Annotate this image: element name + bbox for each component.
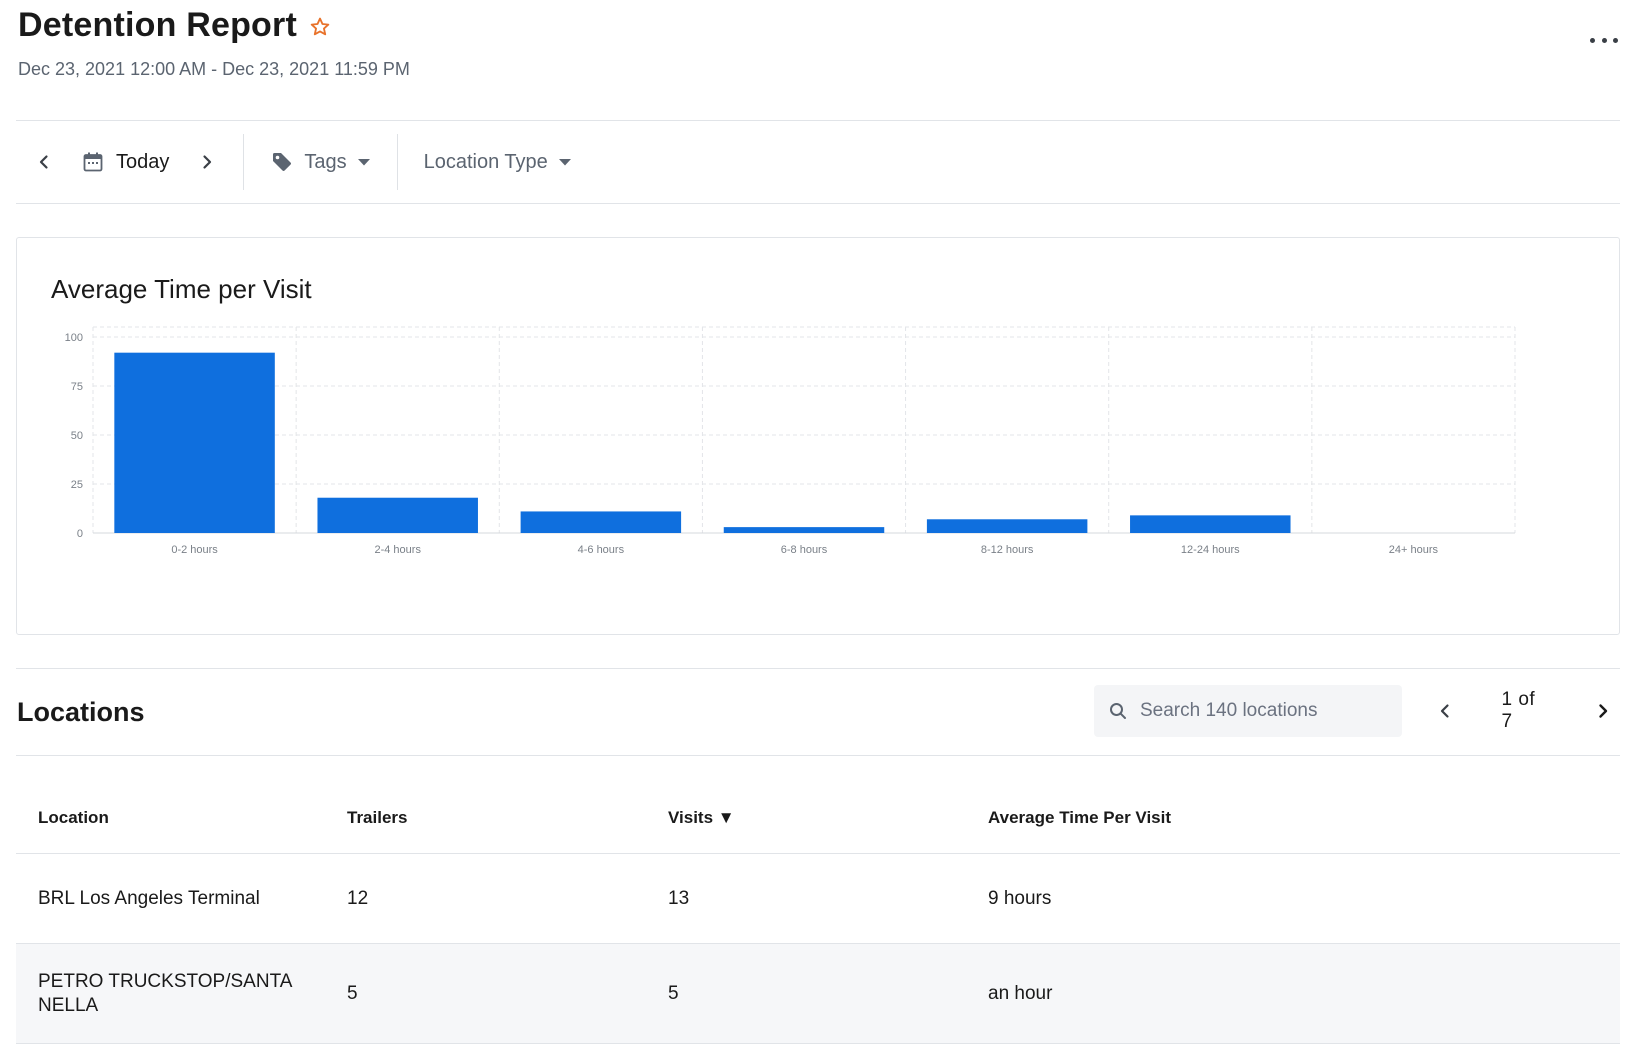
chart-card: Average Time per Visit 0 25 50 75 100 0-2 hou… <box>16 237 1620 635</box>
column-header-visits[interactable]: Visits ▼ <box>668 807 735 827</box>
x-tick-label: 24+ hours <box>1389 544 1439 556</box>
bar-2-4-hours <box>317 497 478 533</box>
chevron-left-icon <box>1440 704 1449 718</box>
tags-label: Tags <box>304 150 347 173</box>
page-title: Detention Report <box>18 6 297 44</box>
search-icon <box>1110 703 1126 719</box>
report-header: Detention Report Dec 23, 2021 12:00 AM -… <box>18 6 1618 116</box>
cell-trailers: 12 <box>347 887 369 909</box>
toolbar-divider <box>396 134 398 190</box>
search-box <box>1094 685 1402 737</box>
caret-down-icon <box>558 159 571 166</box>
chevron-right-icon <box>203 155 212 169</box>
bar-chart: 0 25 50 75 100 0-2 hours 2-4 hours 4-6 hours 6-8… <box>65 326 1516 556</box>
date-picker-button[interactable]: Today <box>82 151 169 174</box>
search-input[interactable] <box>1140 700 1400 722</box>
locations-header: Locations 1 of 7 <box>16 668 1620 756</box>
more-horizontal-icon[interactable] <box>1590 30 1618 50</box>
cell-trailers: 5 <box>347 982 358 1004</box>
tags-dropdown[interactable]: Tags <box>244 150 396 174</box>
star-outline-icon[interactable] <box>309 16 331 38</box>
bar-0-2-hours <box>114 352 275 533</box>
y-tick-label: 25 <box>71 479 83 491</box>
cell-visits: 13 <box>668 887 690 909</box>
date-range-subtitle: Dec 23, 2021 12:00 AM - Dec 23, 2021 11:… <box>18 59 410 79</box>
next-date-button[interactable] <box>189 144 225 180</box>
x-tick-label: 4-6 hours <box>578 544 625 556</box>
toolbar-divider <box>243 134 245 190</box>
date-label: Today <box>116 150 170 173</box>
tag-icon <box>273 153 292 171</box>
table-row[interactable]: PETRO TRUCKSTOP/SANTA NELLA 5 5 an hour <box>16 944 1620 1044</box>
previous-page-button[interactable] <box>1428 693 1461 729</box>
column-header-trailers[interactable]: Trailers <box>347 807 408 827</box>
locations-table: Location Trailers Visits ▼ Average Time … <box>16 782 1620 1044</box>
y-tick-label: 75 <box>71 381 83 393</box>
x-tick-label: 12-24 hours <box>1181 544 1240 556</box>
caret-down-icon <box>357 159 370 166</box>
cell-average-time: 9 hours <box>988 887 1052 909</box>
bar-8-12-hours <box>926 519 1088 533</box>
y-tick-label: 100 <box>65 332 83 344</box>
y-tick-label: 0 <box>77 528 83 540</box>
date-navigator: Today <box>16 134 243 190</box>
cell-location: BRL Los Angeles Terminal <box>38 887 260 909</box>
x-tick-label: 8-12 hours <box>981 544 1034 556</box>
location-type-dropdown[interactable]: Location Type <box>398 151 598 174</box>
next-page-button[interactable] <box>1587 693 1620 729</box>
previous-date-button[interactable] <box>26 144 62 180</box>
current-page: 1 <box>1501 689 1513 710</box>
x-tick-label: 0-2 hours <box>171 544 218 556</box>
total-pages: 7 <box>1501 711 1513 732</box>
calendar-icon <box>83 152 103 172</box>
chevron-right-icon <box>1599 704 1608 718</box>
bar-6-8-hours <box>723 527 885 533</box>
table-header: Location Trailers Visits ▼ Average Time … <box>16 782 1620 854</box>
bar-12-24-hours <box>1130 515 1291 533</box>
chevron-left-icon <box>39 155 48 169</box>
filter-toolbar: Today Tags Location Type <box>16 120 1620 204</box>
bar-4-6-hours <box>520 511 682 533</box>
y-tick-label: 50 <box>71 430 83 442</box>
cell-location: PETRO TRUCKSTOP/SANTA NELLA <box>38 970 292 1016</box>
location-type-label: Location Type <box>423 150 548 173</box>
page-indicator: 1 of 7 <box>1501 689 1548 733</box>
column-header-location[interactable]: Location <box>38 807 109 827</box>
table-row[interactable]: BRL Los Angeles Terminal 12 13 9 hours <box>16 854 1620 944</box>
locations-title: Locations <box>17 697 145 727</box>
cell-visits: 5 <box>668 982 679 1004</box>
page-of: of <box>1518 689 1536 710</box>
cell-average-time: an hour <box>988 982 1053 1004</box>
x-tick-label: 2-4 hours <box>374 544 421 556</box>
chart-title: Average Time per Visit <box>51 274 312 304</box>
pagination: 1 of 7 <box>1428 685 1620 737</box>
column-header-average-time[interactable]: Average Time Per Visit <box>988 807 1172 827</box>
x-tick-label: 6-8 hours <box>781 544 828 556</box>
